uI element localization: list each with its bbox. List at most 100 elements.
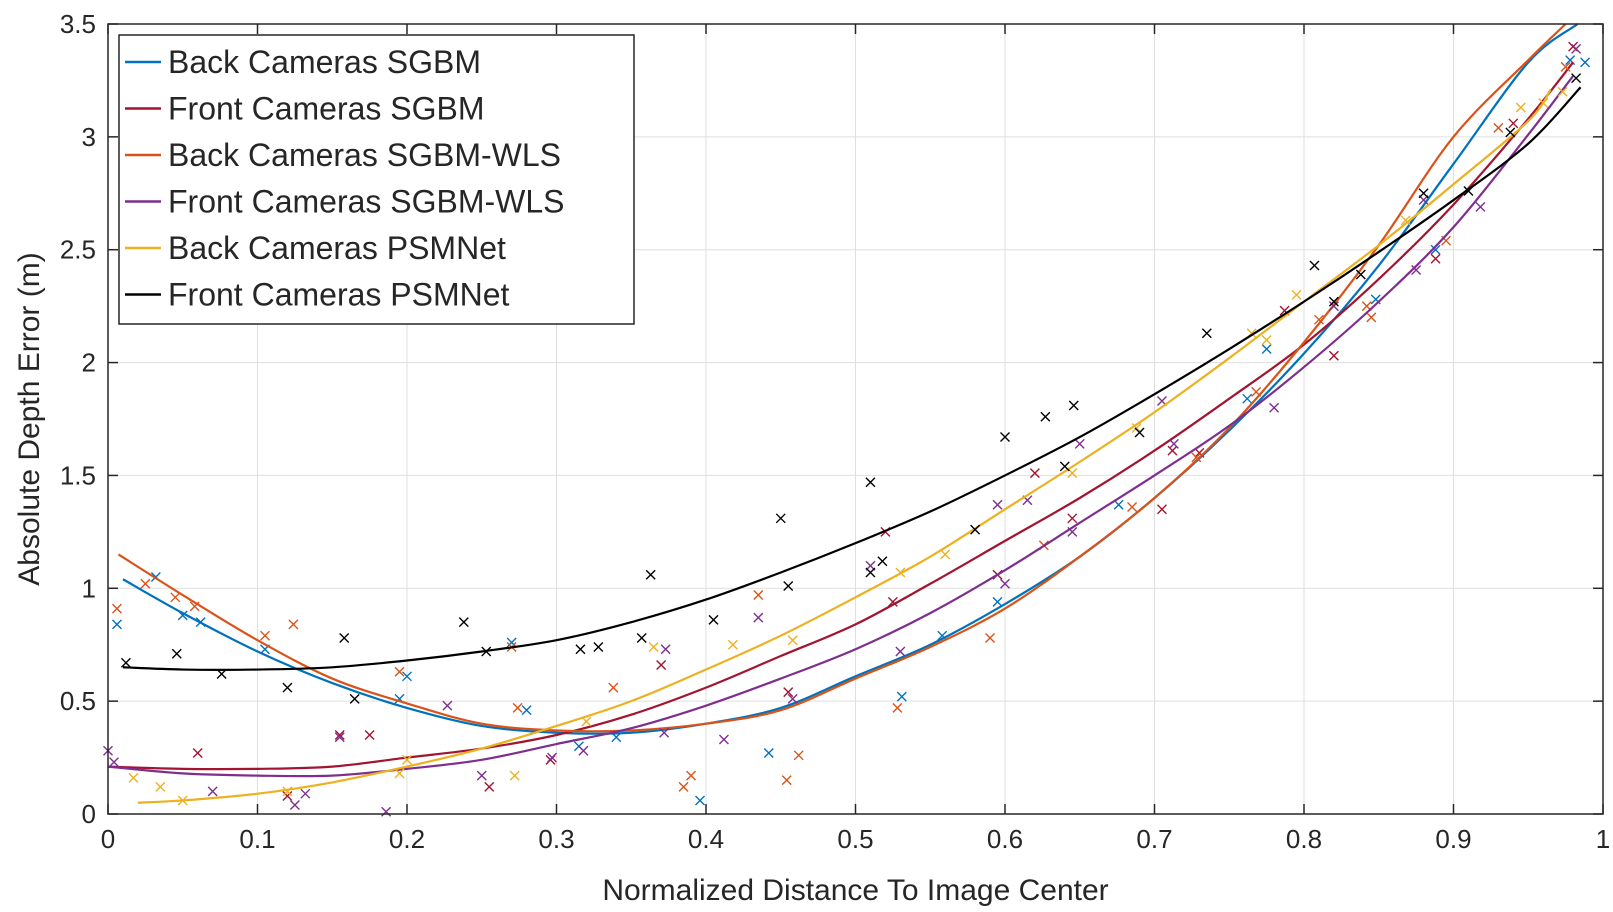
data-point — [753, 590, 764, 601]
x-tick-label: 0.9 — [1435, 824, 1471, 854]
data-point — [111, 603, 122, 614]
legend-entry: Front Cameras SGBM — [168, 91, 485, 127]
data-point — [1328, 301, 1339, 312]
data-point — [259, 630, 270, 641]
fit-line — [107, 61, 1574, 771]
series-1 — [107, 41, 1579, 801]
data-point — [1201, 328, 1212, 339]
data-point — [506, 637, 517, 648]
legend-entry: Front Cameras SGBM-WLS — [168, 184, 565, 220]
data-point — [1067, 513, 1078, 524]
x-tick-label: 0.7 — [1136, 824, 1172, 854]
y-tick-label: 1.5 — [60, 460, 96, 490]
data-point — [763, 748, 774, 759]
data-point — [1430, 253, 1441, 264]
data-point — [207, 786, 218, 797]
data-point — [521, 705, 532, 716]
data-point — [458, 617, 469, 628]
data-point — [171, 648, 182, 659]
data-point — [170, 592, 181, 603]
data-point — [992, 596, 1003, 607]
series-3 — [103, 43, 1582, 817]
data-point — [1168, 438, 1179, 449]
data-point — [1029, 468, 1040, 479]
x-tick-label: 0.3 — [538, 824, 574, 854]
data-point — [1242, 393, 1253, 404]
legend-entry: Back Cameras PSMNet — [168, 230, 506, 266]
data-point — [1261, 335, 1272, 345]
data-point — [349, 693, 360, 704]
data-point — [1571, 73, 1582, 84]
data-point — [1261, 344, 1272, 355]
data-point — [578, 745, 589, 756]
data-point — [111, 619, 122, 630]
data-point — [1269, 402, 1280, 413]
legend-entry: Back Cameras SGBM-WLS — [168, 137, 561, 173]
legend: Back Cameras SGBM Front Cameras SGBM Back … — [118, 34, 635, 325]
legend-entry: Back Cameras SGBM — [168, 44, 481, 80]
y-tick-label: 2.5 — [60, 235, 96, 265]
data-point — [892, 702, 903, 713]
y-tick-label: 2 — [82, 348, 96, 378]
fit-line — [137, 88, 1552, 804]
data-point — [402, 754, 412, 765]
data-point — [940, 549, 951, 560]
data-point — [128, 772, 139, 783]
data-point — [1328, 296, 1339, 307]
data-point — [659, 727, 670, 738]
data-point — [1557, 86, 1568, 97]
data-point — [509, 770, 520, 781]
data-point — [334, 730, 345, 740]
data-point — [1515, 102, 1526, 113]
data-point — [865, 567, 876, 578]
data-point — [970, 524, 981, 535]
data-point — [1134, 427, 1145, 438]
data-point — [896, 691, 907, 702]
series-4 — [128, 86, 1568, 806]
y-axis-label: Absolute Depth Error (m) — [13, 252, 46, 585]
x-tick-label: 1 — [1596, 824, 1610, 854]
data-point — [216, 669, 227, 680]
data-point — [364, 730, 375, 740]
data-point — [1560, 61, 1571, 72]
data-point — [442, 700, 453, 711]
data-point — [402, 671, 412, 682]
data-point — [775, 513, 786, 524]
data-point — [1113, 499, 1124, 510]
data-point — [781, 775, 792, 786]
data-point — [727, 639, 738, 650]
data-point — [645, 569, 656, 580]
data-point — [787, 693, 798, 704]
data-point — [877, 556, 888, 567]
data-point — [288, 619, 299, 630]
data-point — [192, 748, 203, 759]
data-point — [636, 632, 647, 643]
data-point — [282, 790, 293, 801]
x-axis-label: Normalized Distance To Image Center — [602, 874, 1108, 907]
y-tick-label: 0 — [82, 799, 96, 829]
data-point — [992, 499, 1003, 510]
data-point — [1000, 578, 1010, 589]
data-point — [1475, 201, 1486, 212]
data-point — [686, 770, 697, 781]
data-point — [1000, 432, 1010, 443]
data-point — [895, 646, 906, 657]
data-point — [1418, 188, 1429, 199]
data-point — [695, 795, 706, 806]
data-point — [678, 781, 689, 792]
data-point — [300, 788, 311, 799]
fit-line — [122, 86, 1582, 671]
data-point — [394, 666, 405, 677]
data-point — [108, 757, 119, 768]
fit-line — [107, 75, 1574, 778]
x-tick-label: 0.1 — [239, 824, 275, 854]
x-axis: 0 0.1 0.2 0.3 0.4 0.5 0.6 0.7 0.8 0.9 1 — [101, 24, 1610, 854]
series-layer — [103, 23, 1591, 817]
data-point — [1156, 504, 1167, 515]
legend-entry: Front Cameras PSMNet — [168, 277, 510, 313]
series-5 — [120, 73, 1582, 704]
data-point — [783, 581, 794, 592]
y-tick-label: 0.5 — [60, 686, 96, 716]
data-point — [512, 702, 523, 713]
data-point — [865, 477, 876, 488]
